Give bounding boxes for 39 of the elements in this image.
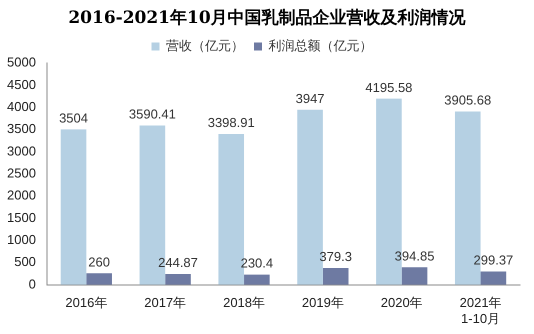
data-label: 3905.68	[444, 92, 492, 108]
bar	[165, 274, 191, 285]
y-tick-label: 1500	[7, 210, 36, 225]
x-tick-label: 2020年	[380, 295, 423, 310]
data-label: 230.4	[240, 256, 274, 271]
y-tick-label: 1000	[7, 232, 36, 248]
y-tick-label: 500	[14, 254, 36, 270]
legend-label: 营收（亿元）	[166, 38, 244, 54]
bar	[480, 272, 506, 285]
bar	[86, 273, 112, 285]
chart-title: 2016-2021年10月中国乳制品企业营收及利润情况	[67, 7, 467, 30]
y-tick-label: 5000	[7, 54, 36, 70]
y-tick-label: 3000	[7, 143, 36, 158]
data-label: 3590.41	[128, 106, 176, 122]
y-tick-label: 4000	[7, 98, 36, 114]
data-label: 299.37	[474, 252, 514, 268]
x-tick-label: 2021年 1-10月	[460, 295, 502, 326]
data-label: 394.85	[394, 248, 434, 264]
bar	[402, 267, 428, 285]
y-tick-label: 4500	[7, 76, 36, 92]
y-tick-label: 2000	[7, 188, 36, 203]
bar	[244, 274, 270, 285]
x-tick-label: 2018年	[223, 295, 265, 310]
x-tick-label: 2017年	[144, 295, 186, 310]
data-label: 3398.91	[208, 115, 255, 130]
data-label: 3504	[59, 110, 88, 126]
y-tick-label: 3500	[7, 121, 36, 136]
data-label: 244.87	[158, 255, 198, 270]
data-label: 3947	[296, 90, 325, 106]
y-tick-label: 2500	[7, 165, 36, 180]
x-tick-label: 2019年	[302, 295, 344, 310]
data-label: 260	[88, 254, 110, 270]
bar	[322, 268, 349, 285]
bar	[60, 129, 86, 285]
y-tick-label: 0	[28, 276, 36, 292]
legend-label: 利润总额（亿元）	[268, 38, 372, 54]
data-label: 379.3	[319, 249, 352, 264]
data-label: 4195.58	[365, 80, 412, 95]
x-tick-label: 2016年	[65, 295, 108, 310]
